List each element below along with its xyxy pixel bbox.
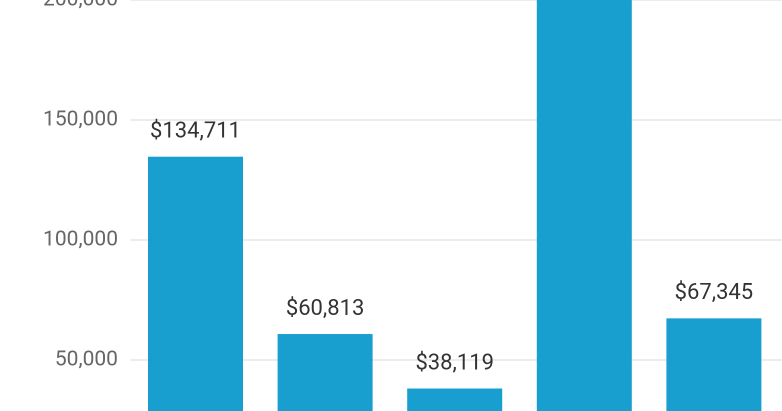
value-label: $60,813 bbox=[286, 296, 365, 321]
y-tick-label: 100,000 bbox=[43, 228, 118, 252]
value-label: $67,345 bbox=[675, 280, 754, 305]
y-tick-label: 50,000 bbox=[55, 348, 118, 372]
bar bbox=[407, 388, 503, 411]
y-tick-label: 150,000 bbox=[43, 108, 118, 132]
value-label: $134,711 bbox=[150, 119, 241, 144]
bar bbox=[666, 318, 762, 411]
y-tick-label: 200,000 bbox=[43, 0, 118, 12]
bar bbox=[277, 334, 373, 411]
bar bbox=[536, 0, 632, 411]
bar bbox=[148, 156, 243, 411]
value-label: $38,119 bbox=[415, 350, 494, 375]
